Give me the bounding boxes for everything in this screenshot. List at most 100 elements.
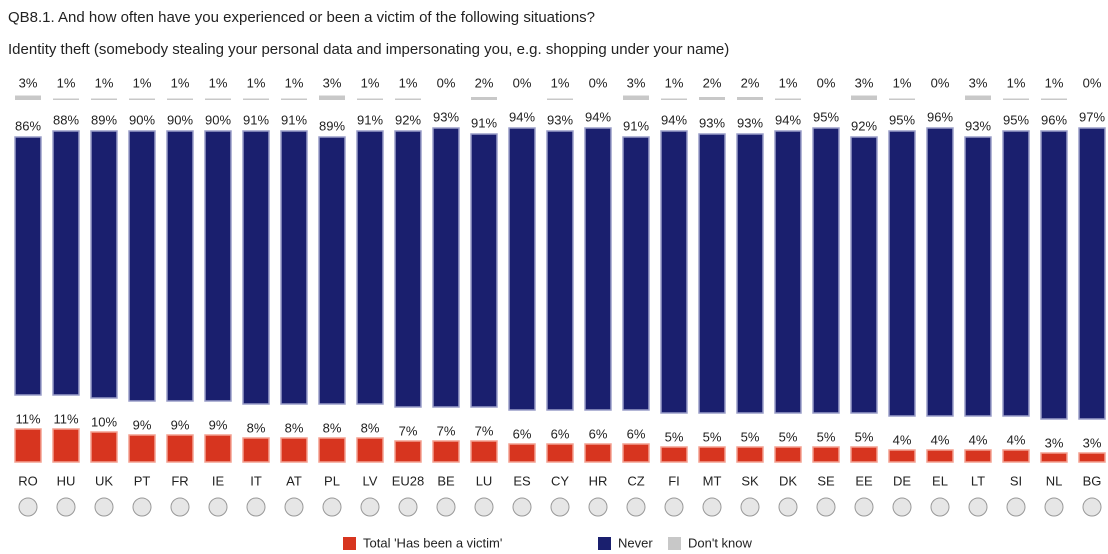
x-tick-label: IT [250,473,262,488]
bar [52,130,80,396]
value-label: 3% [323,75,342,90]
bar [166,434,194,463]
bar [91,98,117,100]
value-label: 89% [319,118,345,133]
value-label: 1% [361,75,380,90]
value-label: 91% [243,112,269,127]
value-label: 9% [171,417,190,432]
value-label: 3% [1045,435,1064,450]
value-label: 10% [91,414,117,429]
bar [128,130,156,402]
bar [1078,127,1106,420]
value-label: 95% [889,112,915,127]
bar [395,98,421,100]
bar [546,130,574,411]
value-label: 8% [247,420,266,435]
value-label: 6% [513,426,532,441]
value-label: 88% [53,112,79,127]
bar [774,446,802,463]
bar [394,440,422,463]
value-label: 96% [927,109,953,124]
bar [242,437,270,463]
bar [280,437,308,463]
value-label: 8% [285,420,304,435]
value-label: 89% [91,112,117,127]
flag-icon [550,497,570,517]
bar [547,98,573,100]
value-label: 2% [741,75,760,90]
bar [964,136,992,417]
value-label: 1% [95,75,114,90]
value-label: 0% [1083,75,1102,90]
value-label: 11% [15,411,40,426]
value-label: 2% [475,75,494,90]
flag-icon [702,497,722,517]
chart-subtitle: Identity theft (somebody stealing your p… [8,41,729,58]
bar [470,440,498,463]
x-tick-label: SK [741,473,759,488]
bar [698,446,726,463]
flag-icon [170,497,190,517]
value-label: 1% [1045,75,1064,90]
bar [1003,98,1029,100]
x-tick-label: FI [668,473,680,488]
bar [356,437,384,463]
bar [508,443,536,463]
value-label: 5% [779,429,798,444]
flag-icon [436,497,456,517]
bar [432,127,460,408]
value-label: 90% [205,112,231,127]
x-tick-label: EU28 [392,473,425,488]
x-tick-label: ES [513,473,531,488]
flag-icon [474,497,494,517]
flag-icon [588,497,608,517]
value-label: 5% [855,429,874,444]
value-label: 94% [661,112,687,127]
x-tick-label: DK [779,473,797,488]
value-label: 93% [547,112,573,127]
value-label: 8% [361,420,380,435]
bar [1002,449,1030,463]
bar [280,130,308,405]
x-tick-label: SE [817,473,835,488]
x-tick-label: FR [171,473,188,488]
value-label: 91% [623,118,649,133]
value-label: 96% [1041,112,1067,127]
bar [850,446,878,463]
value-label: 2% [703,75,722,90]
bar [698,133,726,414]
value-label: 93% [737,115,763,130]
value-label: 1% [285,75,304,90]
bar [965,95,991,100]
bar [166,130,194,402]
value-label: 90% [167,112,193,127]
x-tick-label: RO [18,473,38,488]
legend-swatch [598,537,611,550]
value-label: 1% [779,75,798,90]
value-label: 3% [969,75,988,90]
flag-icon [778,497,798,517]
flag-icon [740,497,760,517]
bar [774,130,802,414]
bar [242,130,270,405]
x-tick-label: PT [134,473,151,488]
value-label: 92% [851,118,877,133]
flag-icon [816,497,836,517]
x-tick-label: CY [551,473,569,488]
bar [129,98,155,100]
bar [470,133,498,408]
value-label: 0% [513,75,532,90]
bar [812,127,840,414]
value-label: 93% [433,109,459,124]
bar [432,440,460,463]
value-label: 4% [931,432,950,447]
value-label: 1% [209,75,228,90]
bar [546,443,574,463]
value-label: 90% [129,112,155,127]
bar [319,95,345,100]
value-label: 0% [437,75,456,90]
flag-icon [1006,497,1026,517]
bar [1078,452,1106,463]
bar [318,136,346,405]
